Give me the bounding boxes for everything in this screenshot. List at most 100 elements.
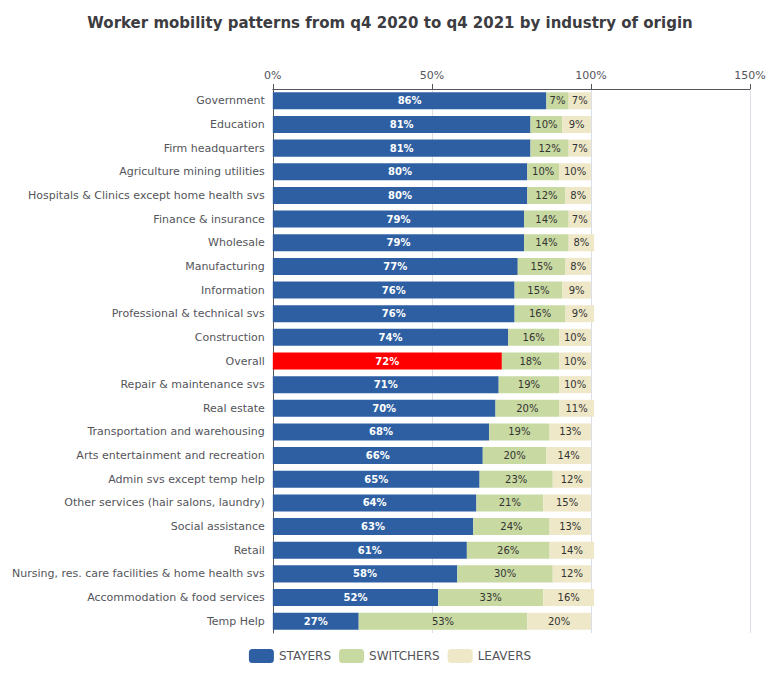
- svg-text:Repair & maintenance svs: Repair & maintenance svs: [120, 378, 265, 391]
- svg-text:Finance & insurance: Finance & insurance: [153, 213, 265, 226]
- svg-text:LEAVERS: LEAVERS: [478, 649, 531, 663]
- svg-text:Transportation and warehousing: Transportation and warehousing: [86, 425, 264, 438]
- svg-text:18%: 18%: [519, 356, 541, 367]
- svg-text:Accommodation & food services: Accommodation & food services: [87, 591, 265, 604]
- svg-text:16%: 16%: [558, 592, 580, 603]
- svg-text:Worker mobility patterns from: Worker mobility patterns from q4 2020 to…: [87, 14, 692, 32]
- svg-text:53%: 53%: [432, 616, 454, 627]
- svg-text:12%: 12%: [561, 568, 583, 579]
- svg-text:Construction: Construction: [195, 331, 265, 344]
- svg-text:81%: 81%: [390, 119, 414, 130]
- svg-text:33%: 33%: [480, 592, 502, 603]
- svg-text:Firm headquarters: Firm headquarters: [164, 142, 265, 155]
- svg-text:0%: 0%: [264, 69, 281, 82]
- svg-text:19%: 19%: [508, 426, 530, 437]
- svg-text:27%: 27%: [304, 616, 328, 627]
- svg-text:11%: 11%: [566, 403, 588, 414]
- svg-text:72%: 72%: [375, 356, 399, 367]
- svg-text:15%: 15%: [527, 285, 549, 296]
- svg-text:20%: 20%: [503, 450, 525, 461]
- svg-text:50%: 50%: [420, 69, 444, 82]
- svg-text:64%: 64%: [363, 497, 387, 508]
- svg-text:63%: 63%: [361, 521, 385, 532]
- svg-text:79%: 79%: [386, 237, 410, 248]
- svg-text:77%: 77%: [383, 261, 407, 272]
- svg-text:79%: 79%: [386, 214, 410, 225]
- svg-text:65%: 65%: [364, 474, 388, 485]
- svg-text:9%: 9%: [572, 308, 588, 319]
- svg-text:Nursing, res. care facilities: Nursing, res. care facilities & home hea…: [12, 567, 265, 580]
- svg-text:16%: 16%: [529, 308, 551, 319]
- svg-text:26%: 26%: [497, 545, 519, 556]
- svg-text:10%: 10%: [535, 119, 557, 130]
- svg-text:Temp Help: Temp Help: [206, 615, 265, 628]
- svg-text:13%: 13%: [559, 426, 581, 437]
- svg-text:Wholesale: Wholesale: [208, 236, 265, 249]
- svg-text:12%: 12%: [535, 190, 557, 201]
- svg-text:13%: 13%: [559, 521, 581, 532]
- svg-text:61%: 61%: [358, 545, 382, 556]
- svg-text:24%: 24%: [500, 521, 522, 532]
- svg-text:10%: 10%: [564, 356, 586, 367]
- svg-text:30%: 30%: [494, 568, 516, 579]
- svg-text:52%: 52%: [344, 592, 368, 603]
- svg-text:21%: 21%: [499, 497, 521, 508]
- svg-text:23%: 23%: [505, 474, 527, 485]
- svg-text:15%: 15%: [531, 261, 553, 272]
- svg-text:16%: 16%: [523, 332, 545, 343]
- svg-text:76%: 76%: [382, 308, 406, 319]
- svg-text:81%: 81%: [390, 143, 414, 154]
- svg-text:20%: 20%: [548, 616, 570, 627]
- svg-text:70%: 70%: [372, 403, 396, 414]
- svg-text:14%: 14%: [561, 545, 583, 556]
- svg-text:12%: 12%: [561, 474, 583, 485]
- svg-text:12%: 12%: [538, 143, 560, 154]
- svg-text:9%: 9%: [569, 285, 585, 296]
- svg-text:66%: 66%: [366, 450, 390, 461]
- svg-text:Retail: Retail: [234, 544, 265, 557]
- svg-text:Hospitals & Clinics except hom: Hospitals & Clinics except home health s…: [28, 189, 265, 202]
- svg-text:9%: 9%: [569, 119, 585, 130]
- svg-text:14%: 14%: [558, 450, 580, 461]
- svg-text:7%: 7%: [572, 95, 588, 106]
- svg-text:8%: 8%: [570, 190, 586, 201]
- svg-text:Education: Education: [210, 118, 265, 131]
- svg-text:80%: 80%: [388, 190, 412, 201]
- svg-text:SWITCHERS: SWITCHERS: [369, 649, 440, 663]
- svg-text:10%: 10%: [564, 332, 586, 343]
- svg-text:68%: 68%: [369, 426, 393, 437]
- svg-text:Other services (hair salons, l: Other services (hair salons, laundry): [64, 496, 264, 509]
- svg-text:10%: 10%: [532, 166, 554, 177]
- svg-text:Information: Information: [201, 284, 265, 297]
- svg-text:8%: 8%: [573, 237, 589, 248]
- svg-text:Agriculture mining utilities: Agriculture mining utilities: [119, 165, 265, 178]
- svg-text:19%: 19%: [518, 379, 540, 390]
- svg-text:Admin svs except temp help: Admin svs except temp help: [108, 473, 265, 486]
- svg-text:Professional & technical svs: Professional & technical svs: [112, 307, 265, 320]
- svg-text:Real estate: Real estate: [203, 402, 265, 415]
- svg-text:80%: 80%: [388, 166, 412, 177]
- svg-text:14%: 14%: [535, 214, 557, 225]
- svg-text:14%: 14%: [535, 237, 557, 248]
- svg-text:Arts entertainment and recreat: Arts entertainment and recreation: [76, 449, 264, 462]
- svg-text:58%: 58%: [353, 568, 377, 579]
- svg-text:Social assistance: Social assistance: [171, 520, 265, 533]
- svg-text:20%: 20%: [516, 403, 538, 414]
- svg-text:15%: 15%: [556, 497, 578, 508]
- svg-text:76%: 76%: [382, 285, 406, 296]
- svg-text:71%: 71%: [374, 379, 398, 390]
- svg-text:7%: 7%: [572, 143, 588, 154]
- svg-text:7%: 7%: [572, 214, 588, 225]
- svg-text:Manufacturing: Manufacturing: [185, 260, 265, 273]
- svg-text:100%: 100%: [575, 69, 606, 82]
- svg-text:10%: 10%: [564, 379, 586, 390]
- svg-text:Government: Government: [196, 94, 265, 107]
- svg-text:7%: 7%: [550, 95, 566, 106]
- svg-text:10%: 10%: [564, 166, 586, 177]
- svg-text:Overall: Overall: [225, 355, 264, 368]
- svg-text:86%: 86%: [398, 95, 422, 106]
- svg-text:8%: 8%: [570, 261, 586, 272]
- svg-text:150%: 150%: [734, 69, 765, 82]
- svg-text:74%: 74%: [379, 332, 403, 343]
- svg-text:STAYERS: STAYERS: [279, 649, 331, 663]
